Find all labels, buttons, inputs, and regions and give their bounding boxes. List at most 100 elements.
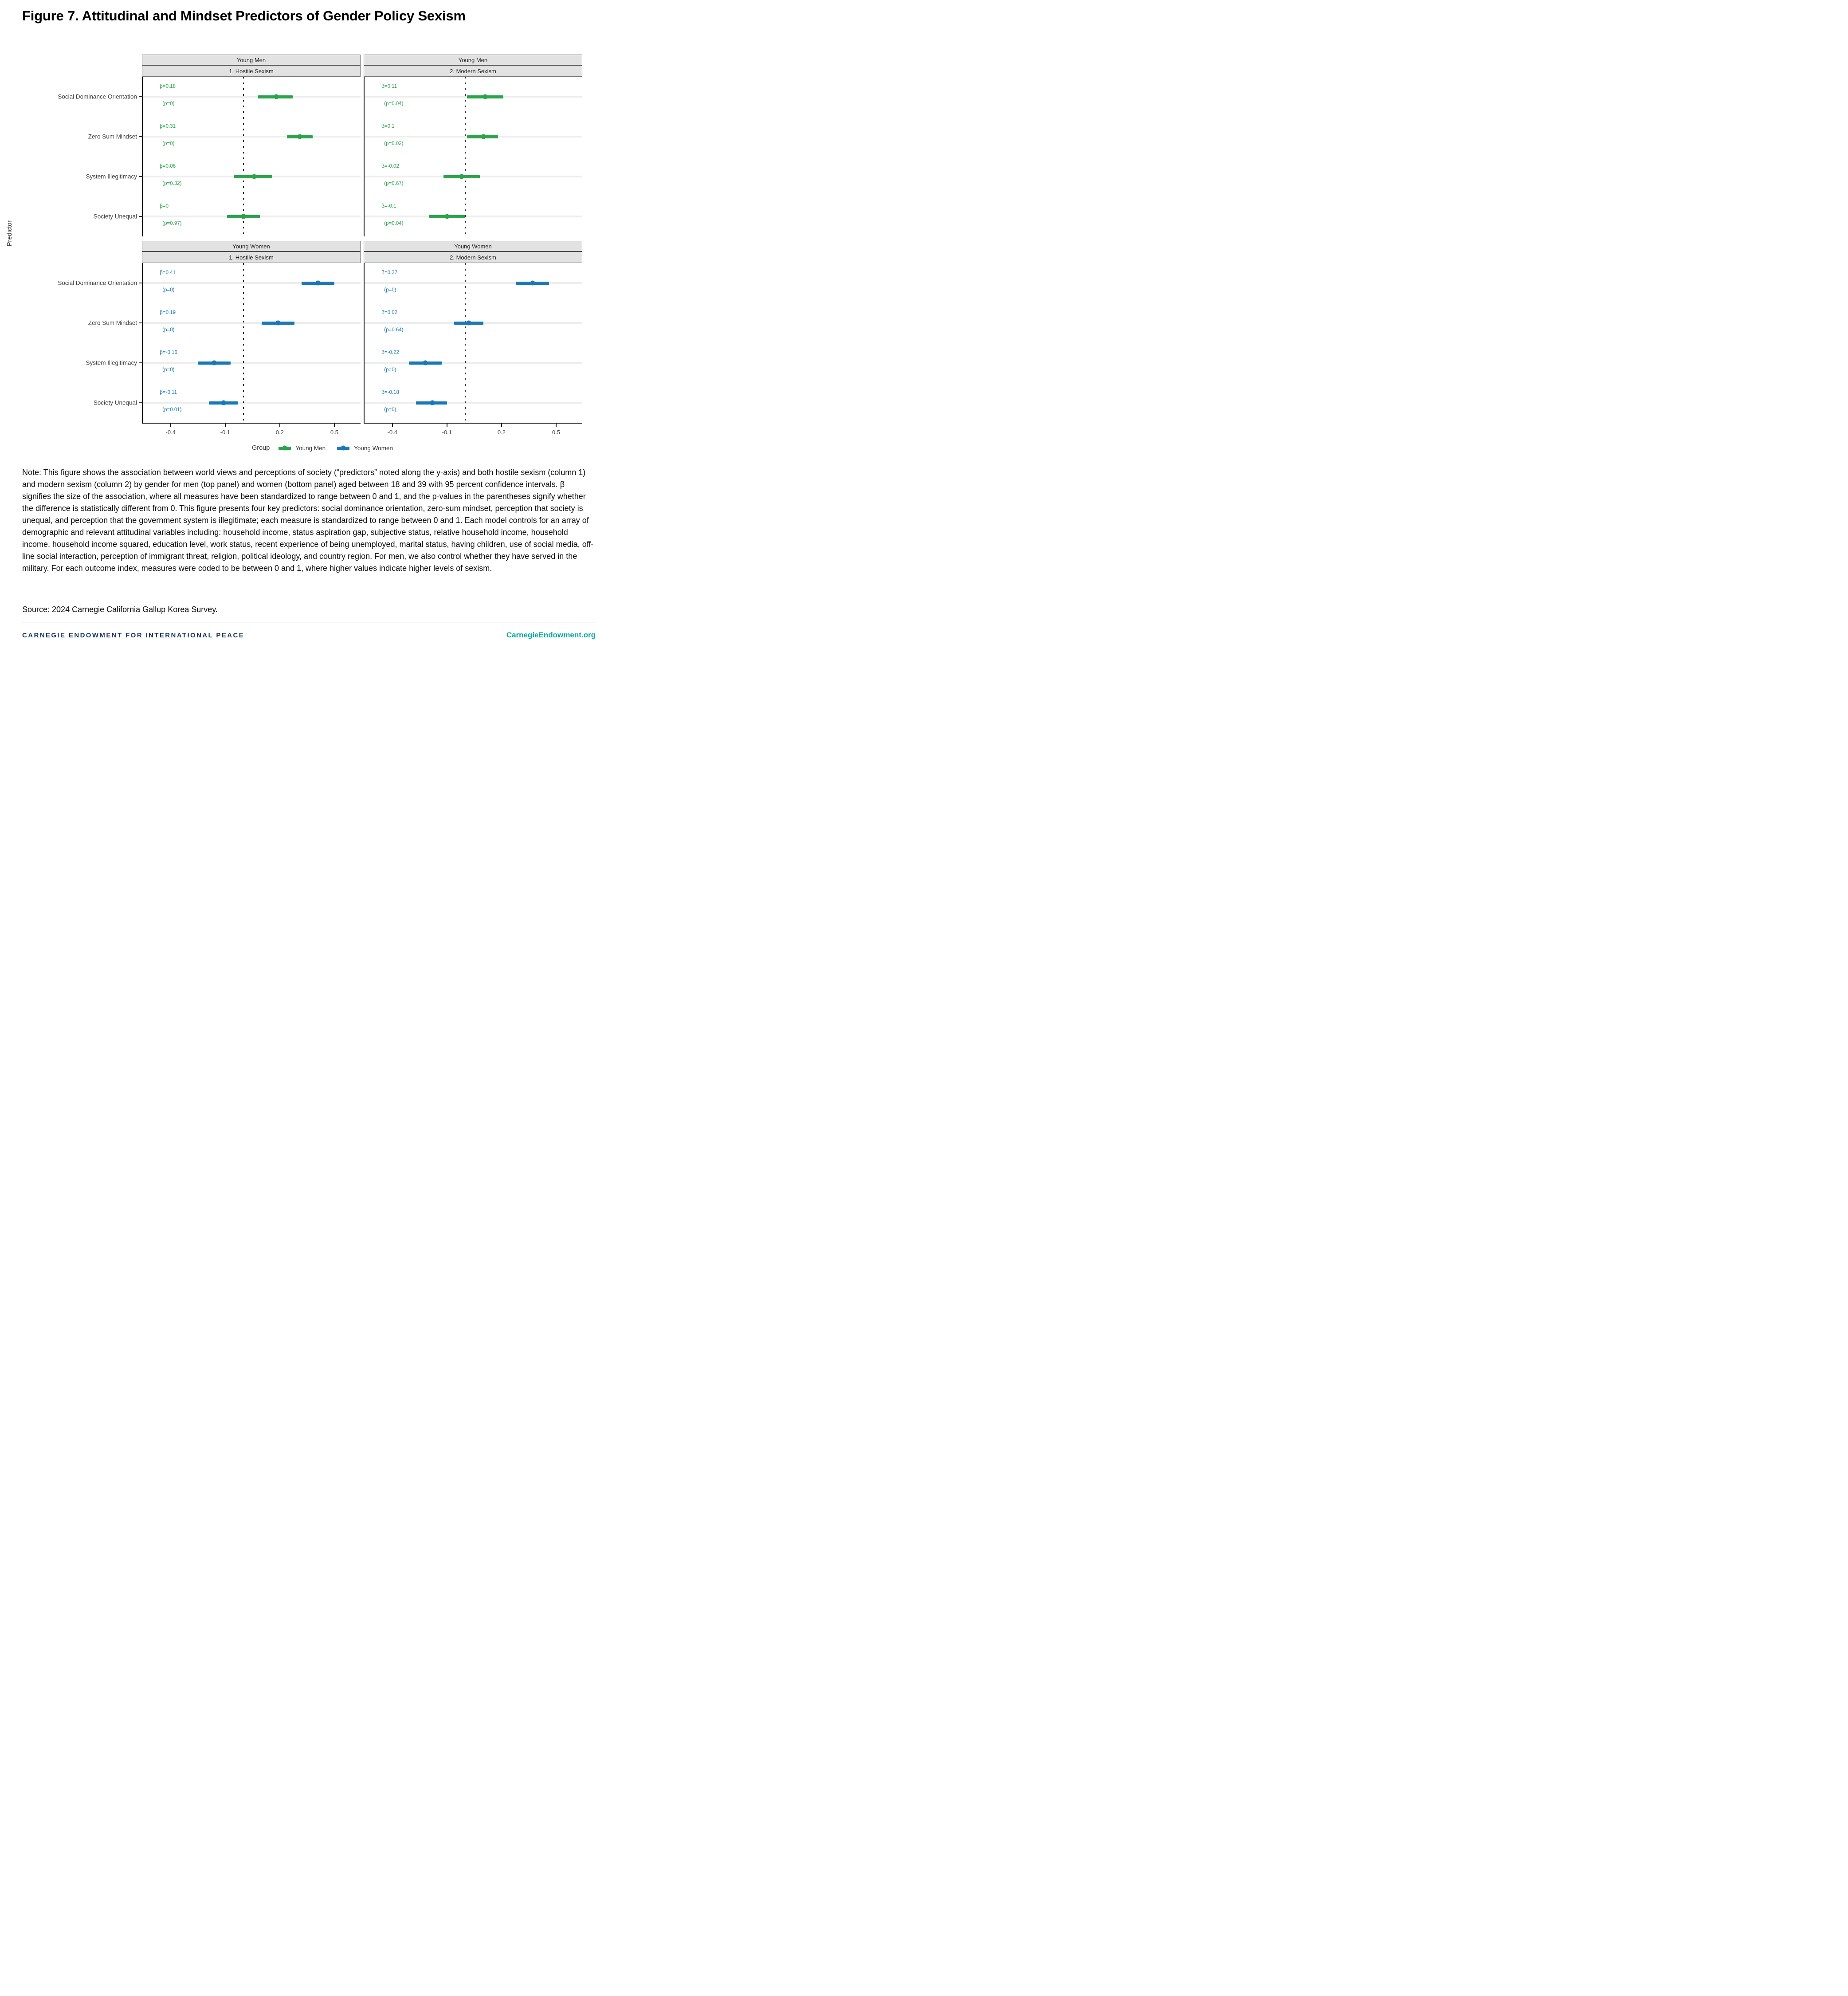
x-axis-tick [555, 424, 557, 427]
p-value-annotation: (p=0) [384, 287, 396, 293]
x-axis-tick-label: 0.2 [275, 429, 284, 436]
x-axis-tick [224, 424, 226, 427]
x-axis-tick [501, 424, 502, 427]
plot-area-young-women-hostile-sexism: β=0.41 (p=0) β=0.19 (p=0) β=-0.16 (p=0) β=-0.1… [139, 263, 361, 436]
zero-reference-line [243, 263, 244, 423]
x-axis-tick-label: -0.1 [220, 429, 231, 436]
p-value-annotation: (p=0) [162, 141, 175, 146]
facet-strip-outcome-label: 2. Modern Sexism [450, 67, 496, 75]
facet-strip-outcome-label: 1. Hostile Sexism [229, 67, 274, 75]
row-reference-line [143, 96, 361, 98]
x-axis-tick-label: -0.4 [165, 429, 176, 436]
point-estimate-marker [315, 280, 321, 286]
p-value-annotation: (p=0.97) [162, 221, 182, 226]
row-reference-line [143, 322, 361, 324]
legend-item-label: Young Men [295, 444, 326, 452]
p-value-annotation: (p=0.01) [162, 407, 182, 413]
beta-annotation: β=-0.22 [381, 350, 399, 355]
facet-strip-outcome: 2. Modern Sexism [364, 252, 582, 263]
beta-annotation: β=-0.1 [381, 204, 396, 209]
facet-strip-outcome-label: 1. Hostile Sexism [229, 254, 274, 261]
facet-strip-group: Young Men [364, 55, 582, 66]
figure-title: Figure 7. Attitudinal and Mindset Predic… [22, 8, 466, 24]
point-estimate-marker [221, 400, 226, 405]
beta-annotation: β=0 [160, 204, 169, 209]
plot-area-young-women-modern-sexism: β=0.37 (p=0) β=0.02 (p=0.64) β=-0.22 (p=0) β=-… [364, 263, 582, 436]
beta-annotation: β=0.06 [160, 164, 176, 169]
p-value-annotation: (p=0) [384, 367, 396, 373]
legend-title: Group [252, 444, 270, 452]
p-value-annotation: (p=0.67) [384, 181, 404, 186]
panel-young-women-hostile-sexism: Young Women 1. Hostile Sexism β=0.41 (p=0… [139, 241, 361, 436]
x-axis-tick-label: -0.4 [387, 429, 397, 436]
y-axis-labels-top: Social Dominance Orientation Zero Sum Min… [0, 77, 138, 236]
facet-strip-outcome-label: 2. Modern Sexism [450, 254, 496, 261]
legend-key-icon [279, 445, 291, 452]
point-estimate-marker [241, 214, 246, 219]
row-reference-line [365, 362, 582, 364]
p-value-annotation: (p=0) [384, 407, 396, 413]
y-axis-labels-bottom: Social Dominance Orientation Zero Sum Min… [0, 263, 138, 423]
row-reference-line [365, 282, 582, 284]
facet-strip-outcome: 2. Modern Sexism [364, 66, 582, 77]
row-reference-line [365, 402, 582, 404]
facet-strip-group-label: Young Men [236, 57, 266, 63]
x-axis-tick [279, 424, 280, 427]
x-axis-tick-label: 0.5 [552, 429, 560, 436]
panel-young-men-modern-sexism: Young Men 2. Modern Sexism β=0.11 (p=0.04… [364, 55, 582, 236]
beta-annotation: β=0.19 [160, 310, 176, 315]
y-axis-tick [139, 176, 143, 177]
zero-reference-line [243, 77, 244, 236]
row-reference-line [365, 216, 582, 217]
point-estimate-marker [459, 174, 464, 179]
y-axis-tick [139, 96, 143, 97]
point-estimate-marker [481, 134, 486, 139]
legend-item: Young Men [279, 445, 326, 452]
x-axis-tick [170, 424, 171, 427]
facet-strip-group: Young Women [364, 241, 582, 252]
panel-young-women-modern-sexism: Young Women 2. Modern Sexism β=0.37 (p=0)… [364, 241, 582, 436]
point-estimate-marker [274, 94, 279, 99]
beta-annotation: β=0.18 [160, 84, 176, 89]
footer-website: CarnegieEndowment.org [506, 631, 596, 639]
row-reference-line [143, 136, 361, 138]
legend-key-dot [282, 445, 287, 451]
y-axis-category-label: Society Unequal [93, 213, 137, 220]
row-reference-line [143, 362, 361, 364]
beta-annotation: β=0.31 [160, 124, 176, 129]
x-axis-tick-label: -0.1 [442, 429, 452, 436]
figure-note: Note: This figure shows the association … [22, 468, 594, 573]
point-estimate-marker [275, 320, 281, 326]
facet-strip-group-label: Young Women [454, 243, 492, 250]
panel-young-men-hostile-sexism: Young Men 1. Hostile Sexism β=0.18 (p=0) β… [139, 55, 361, 236]
p-value-annotation: (p=0.04) [384, 101, 404, 106]
y-axis-category-label: Society Unequal [93, 399, 137, 406]
y-axis-category-label: System Illegitimacy [86, 359, 137, 366]
y-axis-tick [139, 216, 143, 217]
y-axis-tick [139, 322, 143, 323]
point-estimate-marker [483, 94, 488, 99]
y-axis-category-label: Social Dominance Orientation [58, 279, 137, 287]
facet-strip-group: Young Women [142, 241, 361, 252]
legend-key-icon [337, 445, 350, 452]
figure-source: Source: 2024 Carnegie California Gallup … [22, 605, 218, 614]
facet-strip-outcome: 1. Hostile Sexism [142, 66, 361, 77]
p-value-annotation: (p=0.04) [384, 221, 404, 226]
y-axis-category-label: Zero Sum Mindset [88, 319, 137, 326]
y-axis-category-label: System Illegitimacy [86, 173, 137, 180]
beta-annotation: β=-0.02 [381, 164, 399, 169]
beta-annotation: β=-0.18 [381, 390, 399, 395]
beta-annotation: β=-0.16 [160, 350, 177, 355]
legend-key-dot [341, 445, 346, 451]
x-axis-tick-label: 0.2 [497, 429, 506, 436]
beta-annotation: β=0.02 [381, 310, 398, 315]
y-axis-tick [139, 362, 143, 363]
row-reference-line [143, 402, 361, 404]
row-reference-line [143, 282, 361, 284]
point-estimate-marker [423, 360, 428, 365]
beta-annotation: β=0.41 [160, 270, 176, 275]
y-axis-category-label: Social Dominance Orientation [58, 93, 137, 100]
y-axis-tick [139, 402, 143, 403]
point-estimate-marker [251, 174, 257, 179]
p-value-annotation: (p=0.64) [384, 327, 404, 333]
